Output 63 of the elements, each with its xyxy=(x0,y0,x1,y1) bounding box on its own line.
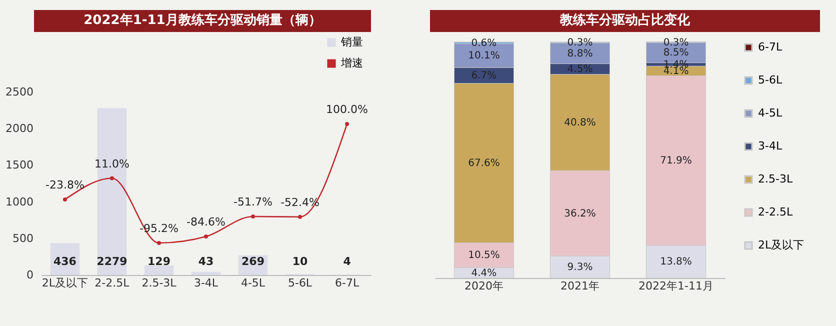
data-label: 100.0% xyxy=(326,103,368,116)
data-label: 4.5% xyxy=(567,64,593,76)
data-label: 4.4% xyxy=(471,268,497,279)
legend-label: 5-6L xyxy=(758,74,783,86)
data-label: 6.7% xyxy=(471,70,497,82)
chart-title: 2022年1-11月教练车分驱动销量（辆） xyxy=(34,10,371,32)
data-label: 4 xyxy=(343,255,352,268)
y-tick-label: 500 xyxy=(12,232,34,245)
y-tick-label: 1000 xyxy=(6,195,34,208)
data-label: 43 xyxy=(198,255,214,268)
data-label: 129 xyxy=(148,255,170,268)
x-tick-label: 2021年 xyxy=(560,280,600,292)
data-label: 36.2% xyxy=(564,208,596,220)
legend-label: 4-5L xyxy=(758,106,783,120)
data-label: 10.5% xyxy=(468,250,500,262)
legend-label: 2.5-3L xyxy=(758,172,794,186)
y-tick-label: 2500 xyxy=(6,86,34,98)
data-label: 2279 xyxy=(96,255,128,268)
point xyxy=(251,214,256,218)
bar xyxy=(97,108,127,275)
data-label: 436 xyxy=(53,255,77,268)
x-tick-label: 2.5-3L xyxy=(142,276,178,290)
data-label: 0.3% xyxy=(567,38,593,49)
bar xyxy=(191,272,221,275)
legend-label: 2-2.5L xyxy=(758,206,794,218)
data-label: 8.5% xyxy=(663,48,689,59)
x-tick-label: 5-6L xyxy=(288,276,313,290)
bar xyxy=(144,266,174,275)
data-label: -84.6% xyxy=(186,216,226,229)
point xyxy=(110,176,114,180)
y-tick-label: 2000 xyxy=(6,122,34,136)
x-tick-label: 4-5L xyxy=(240,276,266,290)
x-tick-label: 6-7L xyxy=(334,276,360,290)
x-tick-label: 2-2.5L xyxy=(94,276,130,290)
data-label: 10.1% xyxy=(468,50,500,62)
chart-title: 教练车分驱动占比变化 xyxy=(430,10,820,32)
data-label: 11.0% xyxy=(94,157,130,170)
legend-label: 3-4L xyxy=(758,140,783,152)
data-label: 8.8% xyxy=(567,48,593,60)
data-label: 71.9% xyxy=(660,156,692,167)
x-tick-label: 2022年1-11月 xyxy=(638,280,714,292)
data-label: 9.3% xyxy=(567,262,593,274)
legend-label: 2L及以下 xyxy=(758,238,804,252)
point xyxy=(298,214,302,219)
data-label: 269 xyxy=(242,255,264,268)
legend-label: 增速 xyxy=(340,56,363,70)
data-label: -51.7% xyxy=(234,195,272,208)
y-tick-label: 1500 xyxy=(6,158,34,172)
data-label: 40.8% xyxy=(564,117,596,128)
x-tick-label: 2020年 xyxy=(464,280,504,292)
data-label: 10 xyxy=(292,255,308,268)
legend-label: 6-7L xyxy=(758,40,783,54)
point xyxy=(62,197,67,202)
point xyxy=(156,241,161,245)
data-label: 13.8% xyxy=(660,256,692,268)
point xyxy=(204,234,208,239)
x-tick-label: 3-4L xyxy=(194,276,219,290)
data-label: 67.6% xyxy=(468,158,500,170)
legend-label: 销量 xyxy=(340,36,363,48)
y-tick-label: 0 xyxy=(26,268,34,282)
data-label: -23.8% xyxy=(46,178,84,192)
point xyxy=(345,122,350,126)
x-tick-label: 2L及以下 xyxy=(42,276,88,290)
